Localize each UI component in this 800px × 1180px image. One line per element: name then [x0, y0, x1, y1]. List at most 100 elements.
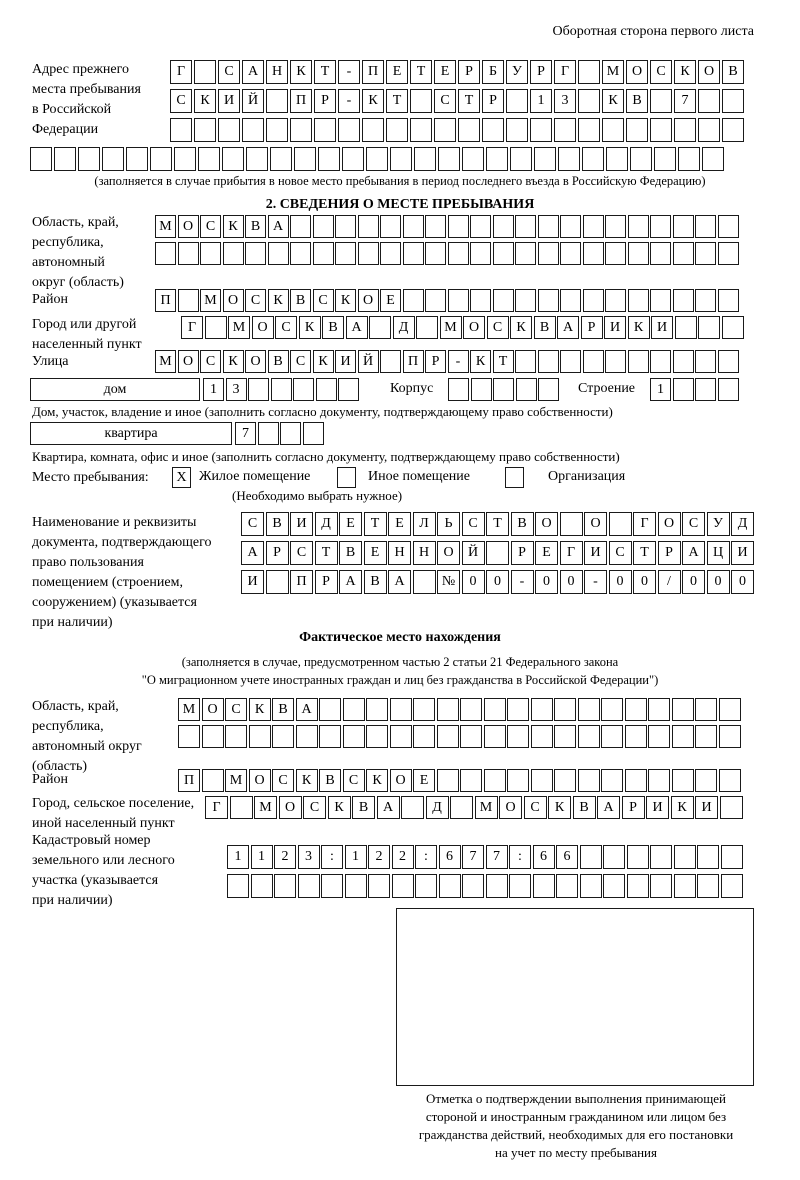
district-cell-22[interactable]	[627, 289, 649, 312]
cadastral-r2-cell-2[interactable]	[250, 874, 273, 898]
district-cell-18[interactable]	[537, 289, 559, 312]
street-cell-13[interactable]: Р	[425, 350, 446, 373]
region-r2-cell-7[interactable]	[290, 242, 311, 265]
prev-address-r2-cell-11[interactable]	[410, 89, 432, 113]
document-r3-cell-15[interactable]: -	[584, 570, 607, 594]
district-cell-8[interactable]: С	[312, 289, 334, 312]
actual-district-cell-10[interactable]: О	[389, 769, 412, 792]
city-cell-18[interactable]: Р	[580, 316, 603, 339]
prev-address-r1-cell-13[interactable]: Р	[458, 60, 480, 84]
region-r2-cell-19[interactable]	[560, 242, 581, 265]
prev-address-r4-cell-29[interactable]	[702, 147, 724, 171]
cadastral-r2-cell-16[interactable]	[579, 874, 602, 898]
city-cell-15[interactable]: К	[510, 316, 532, 339]
actual-city-cell-19[interactable]: И	[646, 796, 669, 819]
prev-address-r1-cell-11[interactable]: Т	[410, 60, 432, 84]
actual-region-r1-cell-19[interactable]	[601, 698, 623, 721]
stroenie-cell-2[interactable]	[672, 378, 694, 401]
prev-address-r1-cell-9[interactable]: П	[362, 60, 384, 84]
actual-region-r1-cell-18[interactable]	[577, 698, 600, 721]
flat-cell-1[interactable]: 7	[235, 422, 256, 445]
house-cell-4[interactable]	[270, 378, 292, 401]
region-r1-cell-21[interactable]	[605, 215, 626, 238]
city-cell-5[interactable]: С	[275, 316, 297, 339]
prev-address-r3-cell-1[interactable]	[170, 118, 192, 142]
street-cell-25[interactable]	[695, 350, 716, 373]
actual-region-r1-cell-8[interactable]	[342, 698, 365, 721]
prev-address-r2-cell-18[interactable]	[578, 89, 600, 113]
cadastral-r2-cell-22[interactable]	[720, 874, 743, 898]
street-cell-26[interactable]	[717, 350, 739, 373]
document-r2-cell-15[interactable]: И	[584, 541, 607, 565]
region-r2-cell-2[interactable]	[177, 242, 199, 265]
prev-address-r4-cell-18[interactable]	[438, 147, 460, 171]
street-cell-7[interactable]: С	[290, 350, 311, 373]
prev-address-r3-cell-13[interactable]	[458, 118, 480, 142]
cadastral-r1-cell-12[interactable]: 7	[485, 845, 508, 869]
district-cell-20[interactable]	[582, 289, 604, 312]
document-r1-cell-6[interactable]: Т	[363, 512, 387, 536]
document-r3-cell-8[interactable]	[412, 570, 436, 594]
house-cell-5[interactable]	[293, 378, 314, 401]
document-r3-cell-19[interactable]: 0	[682, 570, 705, 594]
prev-address-r1-cell-24[interactable]: В	[722, 60, 744, 84]
actual-region-r1-cell-11[interactable]	[413, 698, 435, 721]
korpus-cell-2[interactable]	[470, 378, 492, 401]
street-cell-6[interactable]: В	[267, 350, 289, 373]
actual-district-cell-3[interactable]: М	[225, 769, 247, 792]
prev-address-r4-cell-7[interactable]	[174, 147, 196, 171]
document-r2-cell-5[interactable]: В	[339, 541, 362, 565]
document-r2-cell-16[interactable]: С	[608, 541, 632, 565]
document-r2-cell-6[interactable]: Е	[363, 541, 387, 565]
actual-district-cell-18[interactable]	[577, 769, 600, 792]
city-cell-6[interactable]: К	[298, 316, 321, 339]
prev-address-r4-cell-12[interactable]	[294, 147, 316, 171]
stroenie-cells[interactable]: 1	[650, 378, 740, 401]
korpus-cell-5[interactable]	[538, 378, 559, 401]
region-row-2[interactable]	[155, 242, 740, 265]
actual-district-cell-13[interactable]	[460, 769, 482, 792]
document-r2-cell-8[interactable]: Н	[412, 541, 436, 565]
cadastral-r2-cell-20[interactable]	[673, 874, 696, 898]
prev-address-r4-cell-21[interactable]	[510, 147, 532, 171]
street-cell-12[interactable]: П	[402, 350, 424, 373]
document-r3-cell-12[interactable]: -	[510, 570, 534, 594]
region-r2-cell-14[interactable]	[447, 242, 469, 265]
cadastral-r2-cell-12[interactable]	[485, 874, 508, 898]
prev-address-row-4[interactable]	[30, 147, 726, 171]
cadastral-r1-cell-11[interactable]: 7	[462, 845, 484, 869]
region-r2-cell-25[interactable]	[695, 242, 716, 265]
document-r2-cell-11[interactable]	[486, 541, 509, 565]
actual-region-r1-cell-3[interactable]: С	[225, 698, 247, 721]
region-r1-cell-9[interactable]	[335, 215, 356, 238]
district-cell-12[interactable]	[402, 289, 424, 312]
street-cell-21[interactable]	[605, 350, 626, 373]
street-cell-3[interactable]: С	[200, 350, 221, 373]
city-cell-12[interactable]: М	[439, 316, 462, 339]
region-r1-cell-24[interactable]	[672, 215, 694, 238]
prev-address-r4-cell-3[interactable]	[78, 147, 100, 171]
cadastral-r2-cell-18[interactable]	[626, 874, 649, 898]
document-r3-cell-20[interactable]: 0	[706, 570, 730, 594]
document-r1-cell-21[interactable]: Д	[731, 512, 754, 536]
actual-region-r2-cell-17[interactable]	[554, 725, 576, 748]
actual-region-r1-cell-22[interactable]	[671, 698, 694, 721]
district-cell-21[interactable]	[605, 289, 626, 312]
actual-city-cell-6[interactable]: К	[327, 796, 351, 819]
region-r2-cell-17[interactable]	[515, 242, 536, 265]
street-cell-23[interactable]	[650, 350, 671, 373]
cadastral-r2-cell-17[interactable]	[603, 874, 625, 898]
region-r2-cell-15[interactable]	[470, 242, 491, 265]
region-r1-cell-23[interactable]	[650, 215, 671, 238]
prev-address-r3-cell-17[interactable]	[554, 118, 576, 142]
prev-address-r2-cell-20[interactable]: В	[626, 89, 648, 113]
prev-address-r1-cell-10[interactable]: Е	[386, 60, 408, 84]
prev-address-r4-cell-11[interactable]	[270, 147, 292, 171]
prev-address-r2-cell-21[interactable]	[650, 89, 672, 113]
prev-address-r3-cell-11[interactable]	[410, 118, 432, 142]
cadastral-r2-cell-19[interactable]	[650, 874, 672, 898]
street-cell-9[interactable]: И	[335, 350, 356, 373]
actual-region-r2-cell-5[interactable]	[272, 725, 294, 748]
